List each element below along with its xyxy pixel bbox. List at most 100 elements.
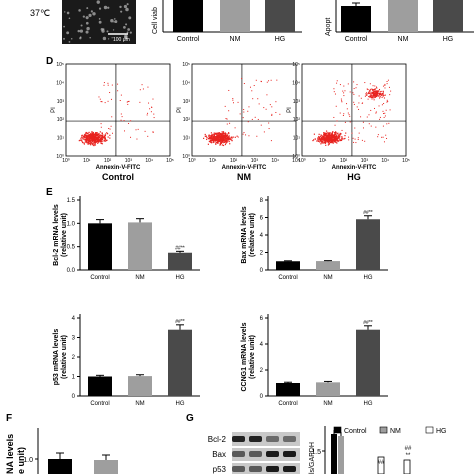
- event-dot: [223, 138, 225, 140]
- event-dot: [137, 128, 139, 130]
- event-dot: [87, 134, 89, 136]
- event-dot: [85, 140, 88, 142]
- event-dot: [86, 139, 88, 142]
- event-dot: [139, 89, 141, 91]
- event-dot: [373, 99, 375, 101]
- cell-dot: [66, 31, 70, 35]
- event-dot: [99, 138, 101, 140]
- event-dot: [313, 133, 315, 135]
- bar-control: [276, 383, 300, 396]
- event-dot: [335, 133, 337, 135]
- event-dot: [87, 143, 89, 145]
- event-dot: [322, 142, 324, 144]
- event-dot: [85, 138, 87, 140]
- event-dot: [119, 100, 121, 102]
- event-dot: [328, 133, 331, 135]
- event-dot: [338, 137, 340, 139]
- event-dot: [147, 112, 149, 114]
- event-dot: [78, 140, 80, 142]
- event-dot: [102, 135, 104, 138]
- event-dot: [92, 142, 95, 144]
- event-dot: [100, 137, 102, 139]
- event-dot: [103, 136, 105, 138]
- event-dot: [319, 139, 322, 141]
- event-dot: [217, 137, 220, 139]
- event-dot: [326, 137, 328, 139]
- event-dot: [331, 141, 333, 143]
- event-dot: [372, 97, 374, 99]
- event-dot: [208, 140, 210, 143]
- cell-dot: [92, 12, 96, 16]
- event-dot: [326, 134, 328, 136]
- event-dot: [386, 137, 388, 139]
- event-dot: [208, 137, 210, 140]
- event-dot: [383, 102, 385, 104]
- flow-ylabel: PI: [177, 107, 183, 113]
- cell-dot: [107, 6, 110, 9]
- event-dot: [344, 137, 346, 140]
- temp-label: 37℃: [30, 8, 50, 18]
- event-dot: [374, 88, 376, 90]
- event-dot: [358, 95, 360, 97]
- cell-dot: [85, 30, 89, 34]
- cell-dot: [101, 29, 105, 33]
- event-dot: [369, 96, 371, 98]
- event-dot: [219, 143, 222, 146]
- event-dot: [94, 135, 97, 138]
- flow-ytick: 10¹: [57, 136, 65, 142]
- event-dot: [222, 139, 224, 141]
- event-dot: [380, 93, 382, 95]
- event-dot: [99, 134, 101, 137]
- event-dot: [362, 121, 364, 123]
- x-tick-label: HG: [364, 401, 373, 407]
- flow-xlabel: Annexin-V-FITC: [96, 165, 141, 171]
- event-dot: [81, 134, 83, 136]
- event-dot: [153, 113, 155, 115]
- event-dot: [355, 142, 357, 144]
- blot-band: [266, 436, 279, 442]
- event-dot: [211, 137, 213, 139]
- x-tick-label: Control: [278, 275, 297, 281]
- cell-dot: [112, 29, 115, 31]
- event-dot: [320, 140, 322, 143]
- event-dot: [106, 139, 108, 141]
- event-dot: [111, 132, 113, 134]
- event-dot: [232, 98, 234, 100]
- event-dot: [221, 131, 223, 133]
- event-dot: [102, 134, 104, 136]
- flow-xtick: 10³: [251, 158, 259, 164]
- event-dot: [216, 135, 218, 138]
- event-dot: [344, 121, 346, 123]
- event-dot: [378, 95, 380, 97]
- event-dot: [92, 144, 95, 146]
- event-dot: [93, 133, 95, 135]
- event-dot: [374, 96, 376, 98]
- event-dot: [216, 141, 218, 144]
- bar-hg: [168, 329, 192, 396]
- event-dot: [382, 91, 384, 93]
- event-dot: [353, 103, 355, 105]
- significance-mark: ##**: [175, 245, 185, 251]
- event-dot: [229, 139, 231, 141]
- viability-bar-control: [173, 0, 203, 32]
- cell-dot: [98, 20, 102, 24]
- event-dot: [206, 137, 208, 139]
- event-dot: [218, 140, 220, 142]
- event-dot: [385, 109, 387, 111]
- event-dot: [111, 116, 113, 118]
- bar-chart-0: 0.0 0.5 1.0 1.5 Bcl-2 mRNA levels (relative u…: [53, 196, 200, 281]
- event-dot: [144, 130, 146, 132]
- event-dot: [330, 135, 332, 138]
- event-dot: [372, 95, 374, 97]
- event-dot: [223, 139, 225, 141]
- y-tick-label: 0: [260, 268, 264, 274]
- event-dot: [323, 140, 325, 142]
- event-dot: [371, 96, 373, 98]
- event-dot: [120, 113, 122, 115]
- event-dot: [147, 135, 149, 137]
- event-dot: [367, 93, 369, 95]
- event-dot: [372, 93, 374, 95]
- event-dot: [90, 135, 92, 137]
- event-dot: [226, 123, 228, 125]
- cell-dot: [114, 20, 118, 23]
